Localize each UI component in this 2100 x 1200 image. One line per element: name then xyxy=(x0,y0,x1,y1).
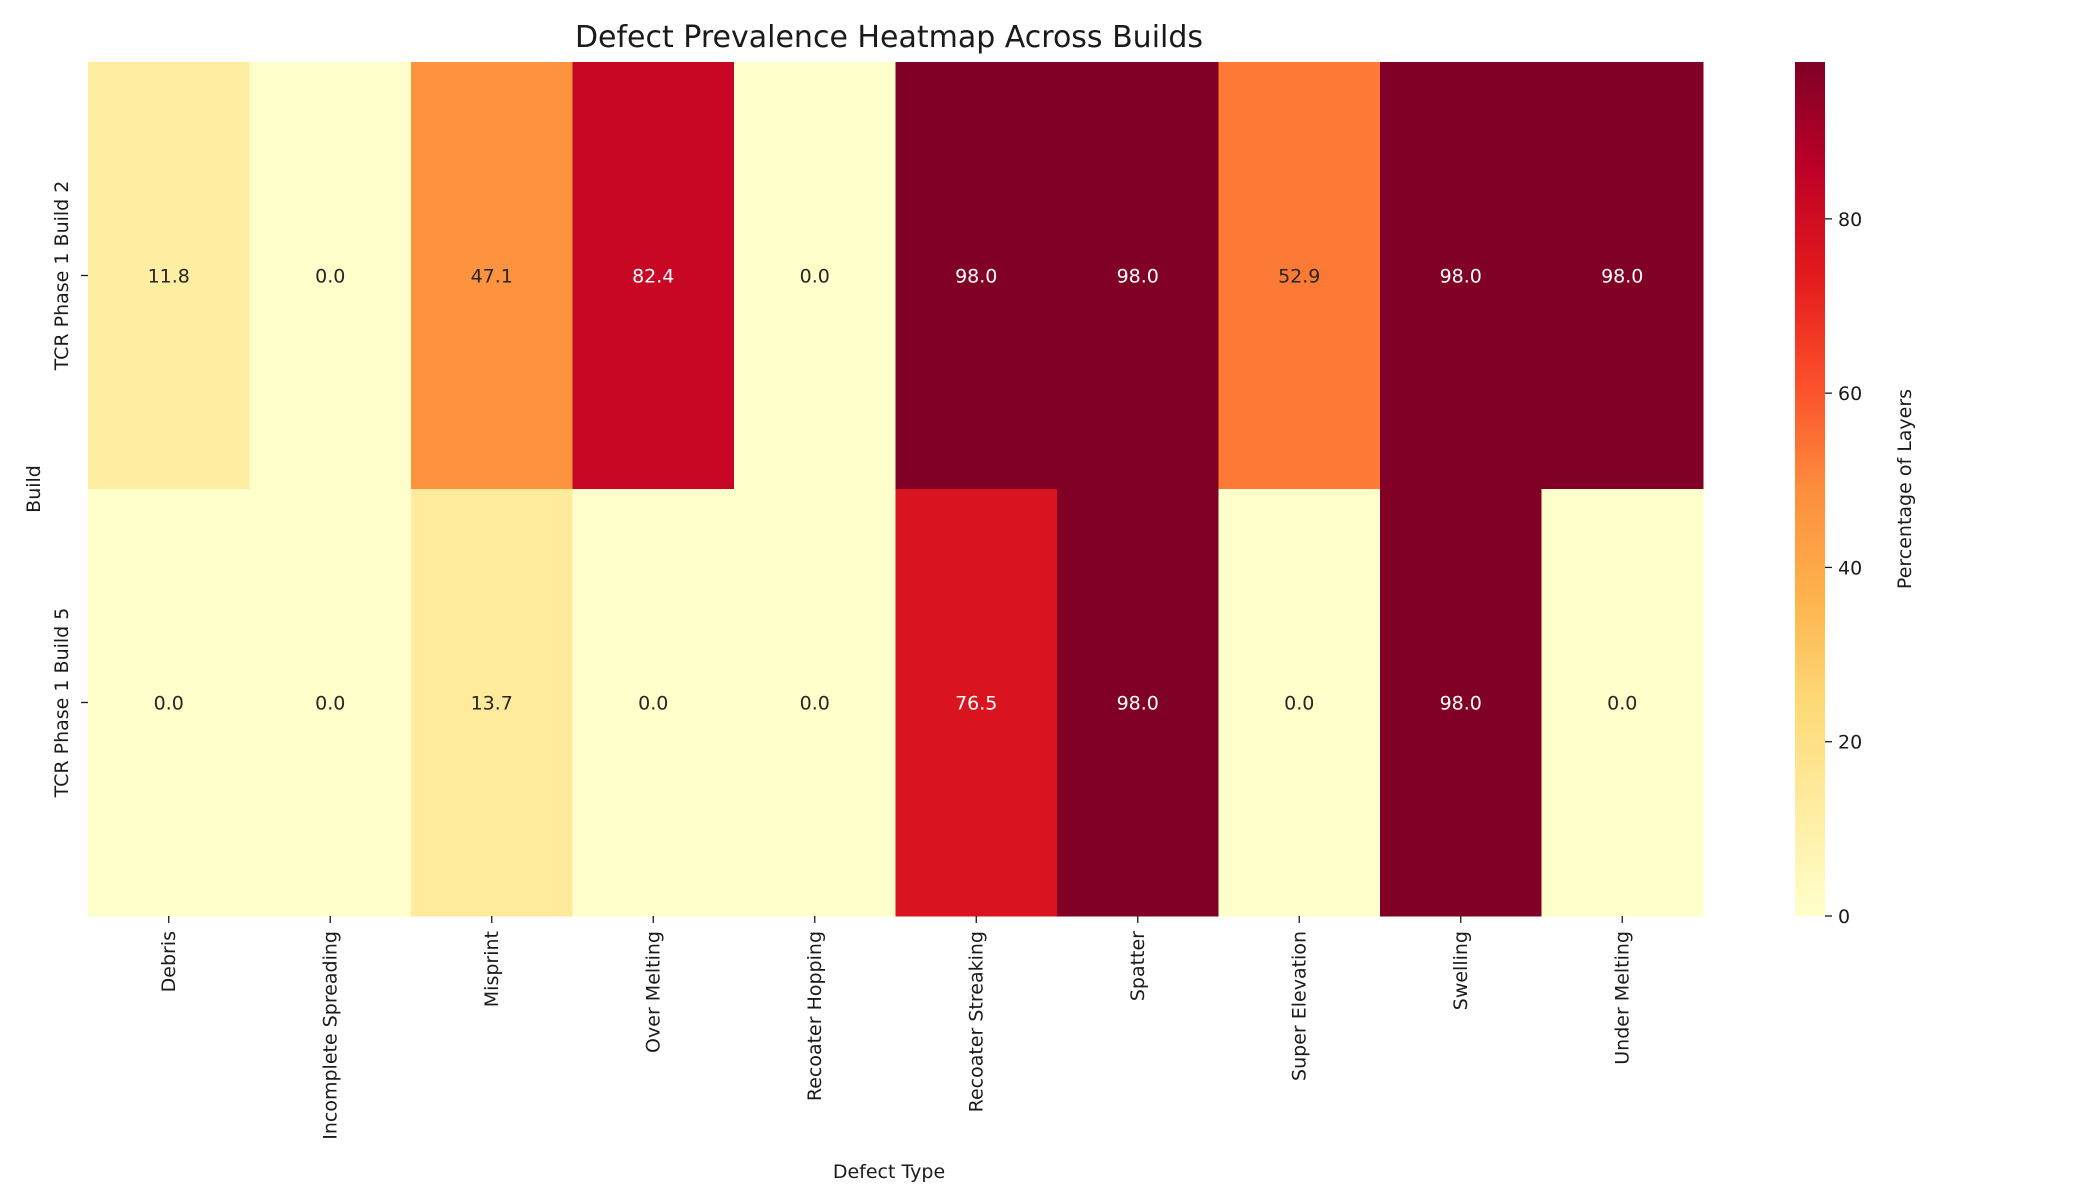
cell-value-label: 98.0 xyxy=(1440,693,1482,715)
x-axis-label: Defect Type xyxy=(833,1161,945,1183)
cell-value-label: 76.5 xyxy=(955,693,997,715)
cell-value-label: 98.0 xyxy=(955,266,997,288)
colorbar-label: Percentage of Layers xyxy=(1894,389,1916,589)
chart-title: Defect Prevalence Heatmap Across Builds xyxy=(575,20,1203,55)
colorbar-ticks: 0 20 40 60 80 xyxy=(1825,209,1862,928)
colorbar-tick-label: 80 xyxy=(1838,209,1862,231)
x-tick-label: Over Melting xyxy=(642,931,664,1053)
x-tick-label: Incomplete Spreading xyxy=(319,931,341,1140)
x-tick-label: Debris xyxy=(158,931,180,992)
x-tick-label: Misprint xyxy=(481,931,503,1007)
y-axis-label: Build xyxy=(23,465,45,513)
cell-value-label: 0.0 xyxy=(1284,693,1314,715)
cell-value-label: 0.0 xyxy=(638,693,668,715)
cell-value-label: 47.1 xyxy=(471,266,513,288)
cell-value-label: 0.0 xyxy=(800,693,830,715)
y-axis: TCR Phase 1 Build 2 TCR Phase 1 Build 5 xyxy=(51,181,88,799)
x-tick-label: Under Melting xyxy=(1611,931,1633,1065)
heatmap-cell xyxy=(1057,489,1219,917)
x-tick-label: Recoater Hopping xyxy=(804,931,826,1101)
heatmap-cell xyxy=(88,62,250,490)
cell-value-label: 52.9 xyxy=(1278,266,1320,288)
heatmap-cell xyxy=(249,62,412,490)
colorbar-tick-label: 20 xyxy=(1838,732,1862,754)
x-tick-label: Recoater Streaking xyxy=(965,931,987,1112)
colorbar xyxy=(1795,62,1825,916)
cell-value-label: 98.0 xyxy=(1601,266,1643,288)
cell-value-label: 13.7 xyxy=(471,693,513,715)
cell-value-label: 11.8 xyxy=(148,266,190,288)
cell-value-label: 0.0 xyxy=(1607,693,1637,715)
heatmap-cell xyxy=(411,62,573,490)
heatmap-cell xyxy=(1380,489,1542,917)
heatmap-cell xyxy=(411,489,573,917)
heatmap-cell xyxy=(572,489,735,917)
x-tick-label: Super Elevation xyxy=(1288,931,1310,1081)
heatmap-cell xyxy=(88,489,250,917)
colorbar-tick-label: 40 xyxy=(1838,557,1862,579)
heatmap-cells xyxy=(88,62,1704,917)
heatmap-cell xyxy=(249,489,412,917)
cell-value-label: 0.0 xyxy=(800,266,830,288)
heatmap-cell xyxy=(1541,62,1704,490)
heatmap-cell xyxy=(895,489,1058,917)
cell-value-label: 0.0 xyxy=(154,693,184,715)
cell-value-label: 98.0 xyxy=(1117,693,1159,715)
colorbar-tick-label: 60 xyxy=(1838,383,1862,405)
x-tick-label: Swelling xyxy=(1450,931,1472,1010)
y-tick-label: TCR Phase 1 Build 2 xyxy=(51,181,73,372)
heatmap-cell xyxy=(1541,489,1704,917)
cell-value-label: 0.0 xyxy=(315,693,345,715)
cell-value-label: 98.0 xyxy=(1117,266,1159,288)
heatmap-cell xyxy=(895,62,1058,490)
heatmap-cell xyxy=(734,62,896,490)
y-tick-label: TCR Phase 1 Build 5 xyxy=(51,608,73,799)
heatmap-cell xyxy=(1218,489,1381,917)
heatmap-cell xyxy=(1380,62,1542,490)
colorbar-tick-label: 0 xyxy=(1838,906,1850,928)
cell-value-label: 0.0 xyxy=(315,266,345,288)
cell-annotations: 11.8 0.0 47.1 82.4 0.0 98.0 98.0 52.9 98.0 98.0 0.… xyxy=(148,266,1644,715)
heatmap-cell xyxy=(572,62,735,490)
heatmap-cell xyxy=(1057,62,1219,490)
x-tick-label: Spatter xyxy=(1127,931,1149,1001)
cell-value-label: 82.4 xyxy=(632,266,674,288)
heatmap-cell xyxy=(734,489,896,917)
cell-value-label: 98.0 xyxy=(1440,266,1482,288)
x-axis: Debris Incomplete Spreading Misprint Over M… xyxy=(158,916,1633,1140)
heatmap-cell xyxy=(1218,62,1381,490)
